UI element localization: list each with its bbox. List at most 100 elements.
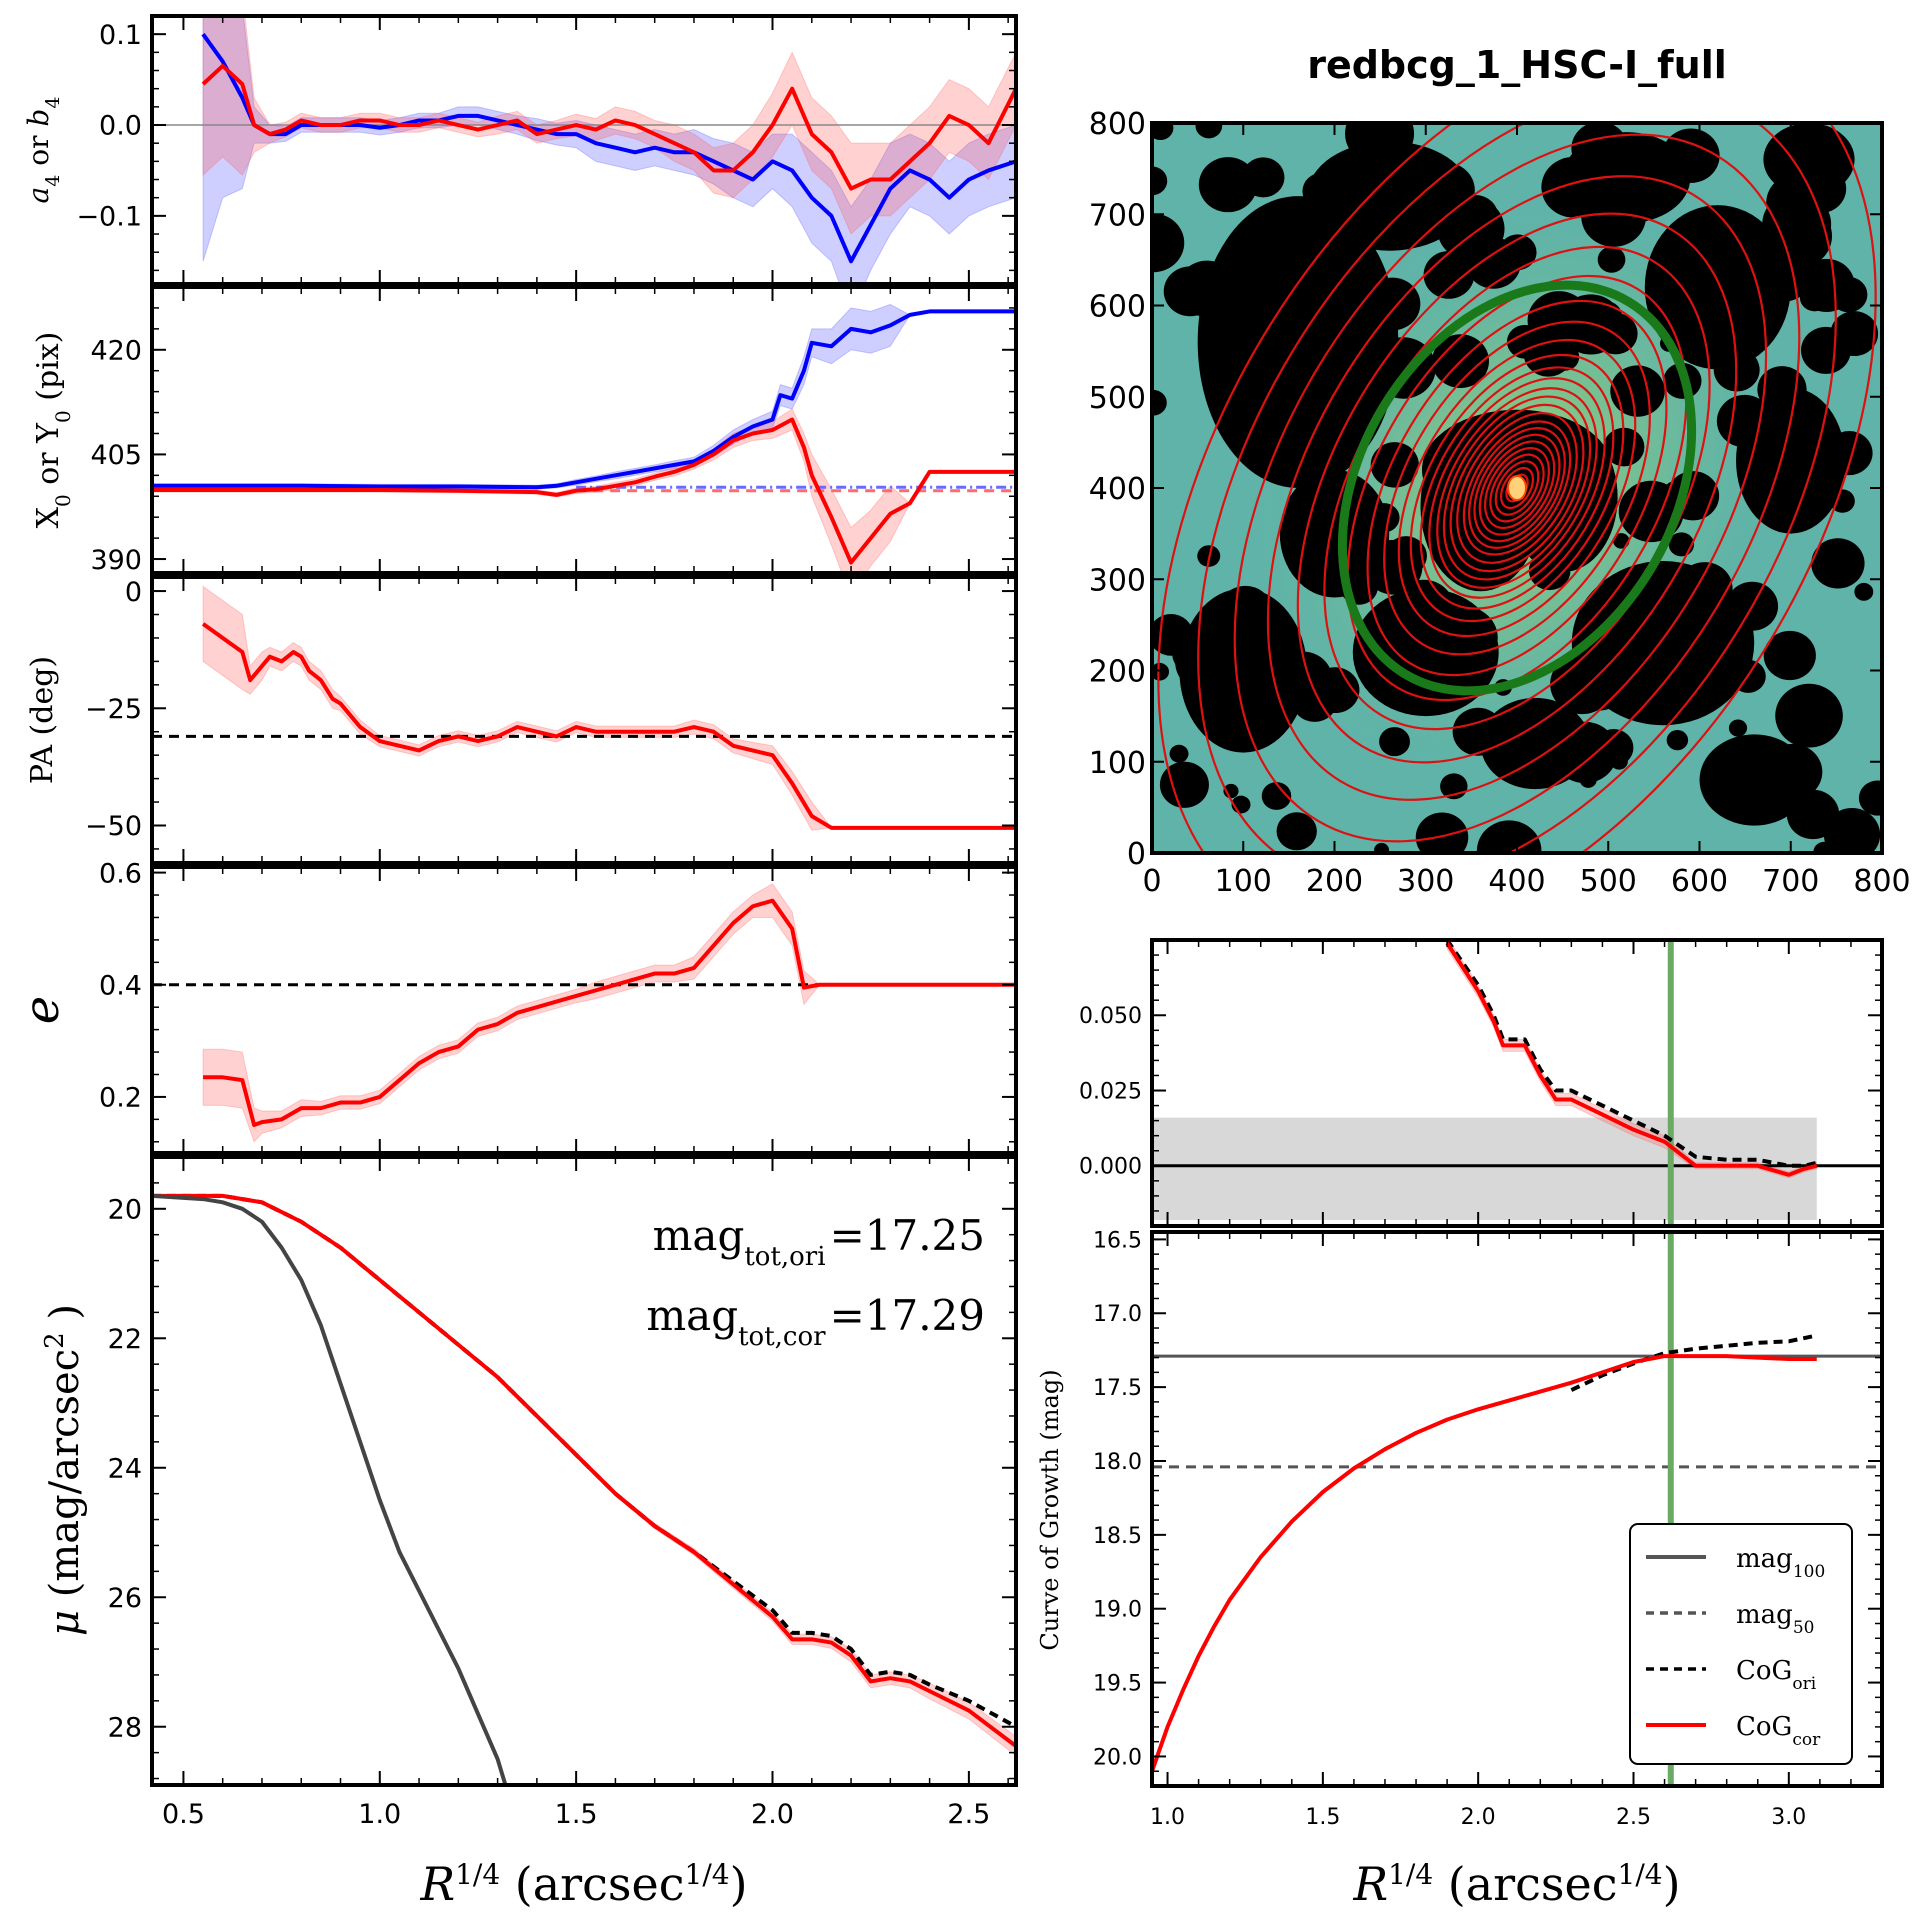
isophote-ellipse	[1436, 387, 1598, 589]
x-tick-label: 3.0	[1771, 1805, 1806, 1830]
series-line-1	[152, 417, 1016, 565]
mask-blob	[1168, 277, 1201, 308]
mask-blob	[1666, 730, 1689, 751]
mask-blob	[1854, 582, 1874, 601]
y-tick-label: 200	[1089, 655, 1146, 690]
mask-blob	[1152, 166, 1168, 196]
isophote-ellipse	[1233, 133, 1801, 843]
mask-blob	[1195, 123, 1223, 139]
series-line-2	[152, 1193, 508, 1785]
isophote-ellipse	[1409, 353, 1625, 623]
isophote-ellipse	[1419, 366, 1615, 610]
legend-label: mag100	[1736, 1544, 1825, 1582]
mask-blob	[1374, 842, 1390, 853]
mask-blob	[1798, 258, 1855, 313]
axes-frame	[150, 1155, 1018, 1787]
series-line-1	[201, 63, 1016, 191]
y-tick-label: 20	[108, 1195, 142, 1226]
isophote-ellipse	[1197, 123, 1837, 853]
y-tick-label: 16.5	[1093, 1228, 1142, 1253]
error-band-1	[202, 16, 1016, 235]
plot-area	[152, 585, 1016, 831]
mask-region	[1736, 387, 1846, 534]
series-line-0	[152, 309, 1016, 490]
y-tick-label: 0.6	[99, 858, 142, 889]
mask-blob	[1261, 782, 1292, 810]
center-axis-label: X0 or Y0 (pix)	[31, 332, 75, 529]
plot-area	[1152, 940, 1882, 1226]
mask-blob	[1597, 246, 1626, 273]
isophote-ellipse	[1499, 466, 1535, 510]
y-tick-label: −25	[85, 694, 142, 725]
axes-frame	[150, 865, 1018, 1155]
a4-b4-axis-label: a4 or b4	[22, 97, 64, 204]
noise-band	[1152, 1117, 1817, 1220]
x-tick-label: 200	[1306, 864, 1363, 899]
x-tick-label: 0	[1142, 864, 1161, 899]
error-band-0	[202, 883, 1016, 1143]
y-tick-label: 17.0	[1093, 1302, 1142, 1327]
galaxy-image-panel: 0 100 200 300 400 500 600 700 800 0 100 200 300 400 50…	[1089, 107, 1911, 899]
series-line-1	[1445, 941, 1818, 1177]
mask-region	[1571, 561, 1755, 726]
y-tick-label: 0.000	[1079, 1155, 1142, 1180]
error-band-1	[152, 408, 1016, 573]
isophote-ellipse	[1484, 446, 1550, 530]
x-tick-label: 500	[1580, 864, 1637, 899]
mask-blob	[1802, 214, 1828, 239]
legend-label: CoGcor	[1736, 1712, 1821, 1750]
mask-blob	[1423, 250, 1475, 299]
mask-blob	[1152, 213, 1185, 273]
mask-blob	[1813, 841, 1836, 853]
y-tick-label: 0.050	[1079, 1004, 1142, 1029]
isophote-ellipse	[1468, 427, 1566, 549]
mask-blob	[1506, 324, 1543, 359]
pa-axis-label: PA (deg)	[25, 656, 60, 784]
x-tick-label: 600	[1671, 864, 1728, 899]
mask-blob	[1858, 780, 1882, 816]
error-band-0	[152, 303, 1016, 490]
surface-brightness-panel: 20 22 24 26 28 0.5 1.0 1.5 2.0 2.5 μ (mag/arcsec2 …	[40, 1155, 1018, 1911]
series-line-0	[201, 622, 1016, 830]
mask-blob	[1385, 536, 1427, 576]
y-tick-label: 24	[108, 1453, 142, 1484]
isophote-ellipse	[1489, 453, 1545, 523]
axes-frame	[150, 14, 1018, 286]
x-axis-label-left: R1/4 (arcsec1/4)	[419, 1857, 747, 1911]
axes-frame	[1150, 938, 1884, 1228]
x-tick-label: 800	[1853, 864, 1910, 899]
plot-area	[152, 1193, 1016, 1785]
mask-blob	[1198, 157, 1258, 213]
x-tick-label: 2.5	[947, 1799, 990, 1830]
y-tick-label: 0	[1127, 837, 1146, 872]
error-band-0	[202, 585, 1016, 831]
y-tick-label: 0.2	[99, 1083, 142, 1114]
isophote-ellipse	[1397, 338, 1637, 638]
y-tick-label: 18.5	[1093, 1524, 1142, 1549]
mask-blob	[1763, 630, 1816, 681]
center-position-panel: 390 405 420 X0 or Y0 (pix)	[31, 285, 1018, 576]
error-band-0	[202, 16, 1016, 284]
mask-blob	[1415, 812, 1469, 853]
cog-difference-panel: 0.000 0.025 0.050	[1079, 938, 1884, 1228]
y-tick-label: 0	[125, 577, 142, 608]
image-area	[1152, 123, 1882, 853]
series-line-0	[1445, 940, 1818, 1168]
isophote-ellipse	[1157, 123, 1877, 853]
x-tick-label: 2.0	[1461, 1805, 1496, 1830]
y-tick-label: 20.0	[1093, 1745, 1142, 1770]
curve-of-growth-panel: 16.5 17.0 17.5 18.0 18.5 19.0 19.5 20.0 1.0 1.5 2.…	[1036, 1228, 1884, 1911]
y-tick-label: 390	[90, 545, 142, 576]
legend-box	[1629, 1523, 1853, 1765]
series-line-0	[1570, 1333, 1818, 1392]
mask-region	[1644, 205, 1791, 370]
mask-blob	[1830, 311, 1879, 357]
y-tick-label: 100	[1089, 746, 1146, 781]
y-tick-label: 600	[1089, 290, 1146, 325]
isophote-ellipse	[1473, 433, 1561, 543]
isophote-ellipse	[1296, 212, 1738, 764]
x-tick-label: 1.5	[555, 1799, 598, 1830]
x-tick-label: 400	[1488, 864, 1545, 899]
series-line-1	[1152, 1354, 1817, 1772]
mask-blob	[1579, 771, 1597, 788]
